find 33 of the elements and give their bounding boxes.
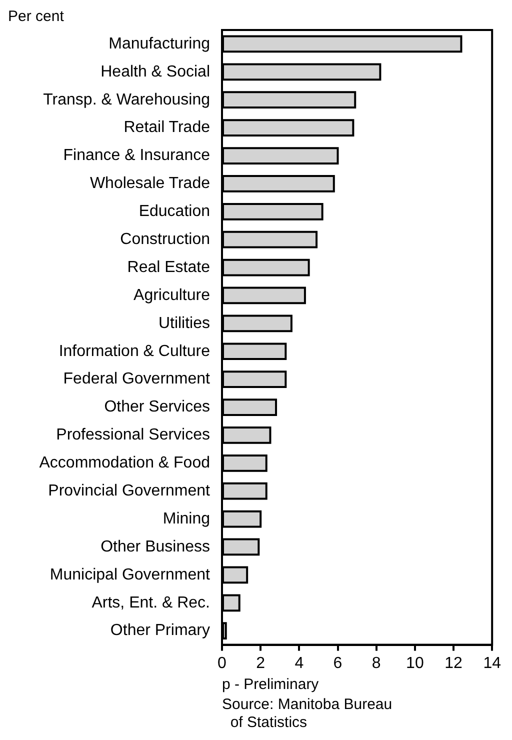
y-tick-label: Arts, Ent. & Rec.	[92, 594, 210, 612]
x-tick-label: 4	[294, 654, 304, 672]
x-tick-label: 14	[483, 654, 502, 672]
y-tick-label: Other Business	[100, 538, 210, 556]
text: p - Preliminary	[222, 676, 320, 694]
y-tick-label: Utilities	[158, 314, 210, 332]
y-tick-label: Real Estate	[127, 258, 210, 276]
y-tick-label: Municipal Government	[50, 566, 211, 584]
x-tick-label: 12	[444, 654, 463, 672]
x-tick-label: 10	[406, 654, 424, 672]
y-tick-label: Federal Government	[63, 370, 211, 388]
y-tick-label: Construction	[120, 230, 210, 248]
y-tick-label: Manufacturing	[108, 35, 210, 52]
y-tick-label: Accommodation & Food	[39, 454, 210, 472]
y-tick-label: Other Primary	[110, 622, 210, 640]
source-note: Source: Manitoba Bureau of Statistics	[222, 696, 394, 731]
y-tick-label: Health & Social	[100, 63, 210, 80]
y-tick-label: Agriculture	[134, 286, 210, 304]
y-tick-label: Wholesale Trade	[90, 175, 210, 192]
y-tick-label: Professional Services	[56, 426, 210, 444]
x-tick-label: 6	[333, 654, 342, 672]
x-tick-label: 2	[256, 654, 266, 672]
y-tick-label: Information & Culture	[58, 342, 210, 360]
y-tick-label: Education	[138, 203, 210, 220]
x-tick-label: 8	[372, 654, 381, 672]
y-tick-label: Other Services	[104, 398, 210, 416]
y-tick-label: Mining	[162, 510, 210, 528]
y-tick-label: Transp. & Warehousing	[43, 91, 210, 108]
x-tick-label: 0	[218, 654, 227, 672]
y-tick-label: Retail Trade	[124, 119, 210, 136]
x-axis-title: Per cent	[8, 8, 65, 26]
y-tick-label: Finance & Insurance	[63, 147, 210, 164]
y-tick-label: Provincial Government	[48, 482, 211, 500]
